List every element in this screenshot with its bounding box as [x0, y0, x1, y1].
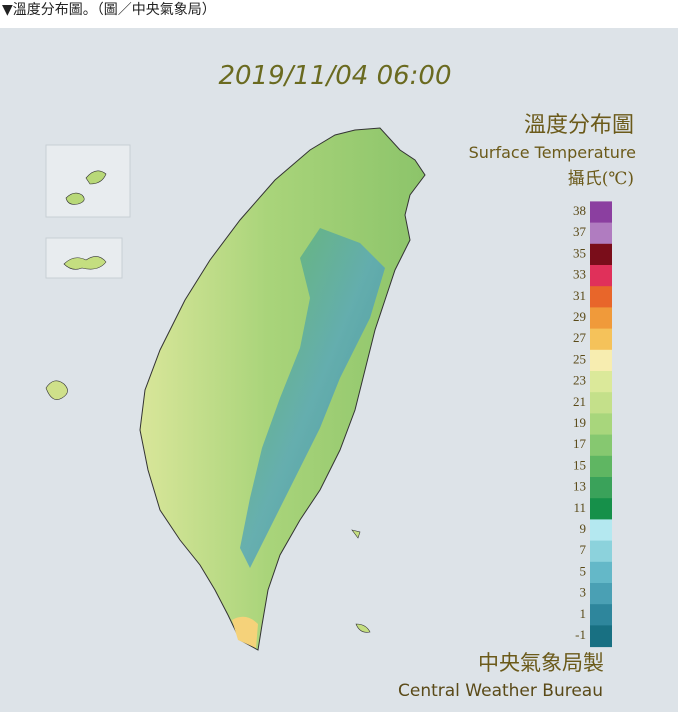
legend-label: 27 — [573, 330, 587, 345]
legend-unit: 攝氏(℃) — [568, 169, 634, 189]
legend-label: 15 — [573, 457, 586, 472]
legend-title: 溫度分布圖 — [524, 113, 634, 138]
credit-en: Central Weather Bureau — [398, 681, 603, 701]
legend-swatch — [590, 434, 612, 457]
legend-swatch — [590, 561, 612, 584]
legend-swatch — [590, 243, 612, 266]
island — [65, 170, 107, 205]
legend-swatch — [590, 540, 612, 563]
legend-label: 17 — [573, 436, 587, 451]
legend-swatch — [590, 307, 612, 330]
island — [63, 256, 107, 270]
legend-label: 31 — [573, 288, 586, 303]
map-timestamp: 2019/11/04 06:00 — [218, 61, 451, 91]
legend-label: 38 — [573, 203, 586, 218]
legend-swatch — [590, 498, 612, 520]
caption: ▼溫度分布圖。（圖／中央氣象局） — [2, 2, 216, 18]
legend-label: 3 — [580, 585, 587, 600]
legend-swatch — [590, 265, 612, 287]
temperature-map: 2019/11/04 06:00 溫度分布圖 Surface Temperatu… — [0, 28, 678, 712]
legend-label: 37 — [573, 224, 587, 239]
legend-swatch — [590, 286, 612, 308]
legend-label: 21 — [573, 394, 586, 409]
island — [351, 529, 371, 633]
legend-label: 11 — [573, 500, 586, 515]
legend-swatch — [590, 222, 612, 245]
legend-swatch — [590, 328, 612, 351]
legend-swatch — [590, 413, 612, 436]
legend-label: 29 — [573, 309, 586, 324]
legend-label: 19 — [573, 415, 586, 430]
legend-label: 23 — [573, 373, 586, 388]
warm-area — [232, 616, 258, 648]
inset-frame — [45, 237, 123, 279]
legend-swatch — [590, 371, 612, 393]
legend-swatch — [590, 604, 612, 626]
legend-label: -1 — [575, 627, 586, 642]
mountain-range — [240, 228, 385, 568]
legend-label: 1 — [580, 606, 587, 621]
credit-zh: 中央氣象局製 — [478, 651, 604, 675]
legend-swatch — [590, 349, 612, 372]
legend-label: 25 — [573, 351, 586, 366]
legend-label: 5 — [580, 563, 587, 578]
legend-label: 7 — [580, 542, 587, 557]
legend-swatch — [590, 201, 612, 224]
legend-swatch — [590, 583, 612, 605]
legend-subtitle: Surface Temperature — [469, 143, 636, 162]
legend-swatch — [590, 625, 612, 648]
legend-swatch — [590, 392, 612, 414]
legend-label: 35 — [573, 245, 586, 260]
legend-label: 13 — [573, 479, 586, 494]
island — [45, 380, 68, 400]
legend-label: 9 — [580, 521, 587, 536]
legend-swatch — [590, 519, 612, 542]
legend-swatch — [590, 477, 612, 499]
legend-swatch — [590, 455, 612, 478]
legend-label: 33 — [573, 267, 586, 282]
